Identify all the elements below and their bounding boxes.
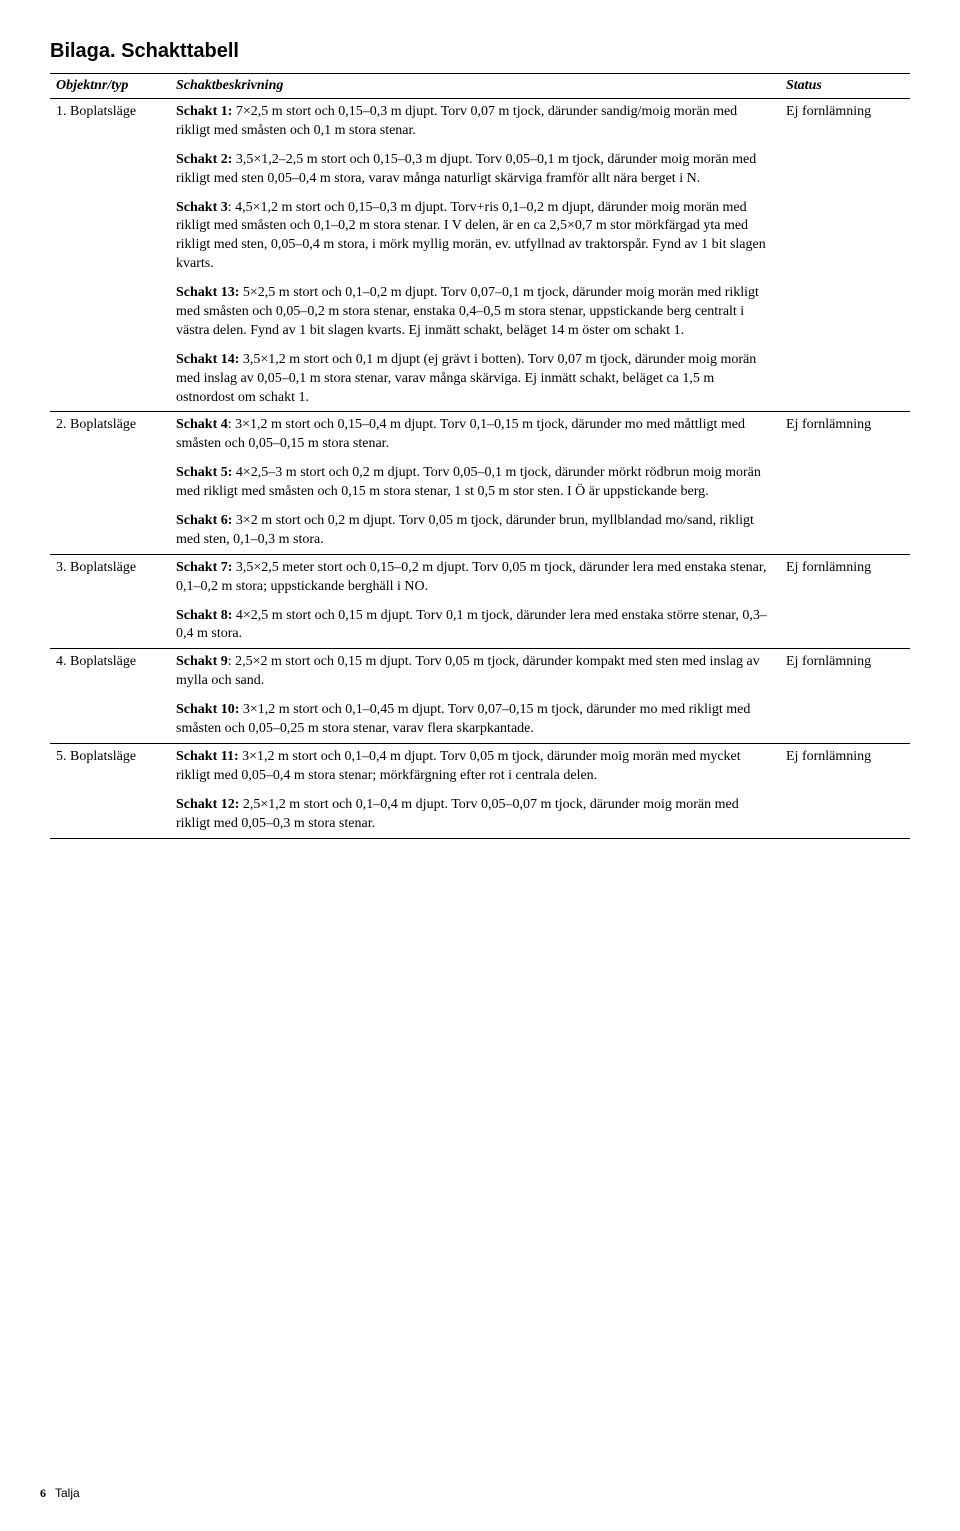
schakt-text: 3×1,2 m stort och 0,1–0,45 m djupt. Torv… bbox=[176, 702, 750, 736]
schakt-label: Schakt 6: bbox=[176, 513, 232, 528]
schakt-text: 5×2,5 m stort och 0,1–0,2 m djupt. Torv … bbox=[176, 285, 759, 338]
schakt-text: 3,5×2,5 meter stort och 0,15–0,2 m djupt… bbox=[176, 560, 767, 594]
schakt-text: 3×1,2 m stort och 0,1–0,4 m djupt. Torv … bbox=[176, 749, 741, 783]
schakt-paragraph: Schakt 9: 2,5×2 m stort och 0,15 m djupt… bbox=[176, 653, 774, 691]
page-footer: 6 Talja bbox=[40, 1486, 80, 1501]
table-row: 3. BoplatslägeSchakt 7: 3,5×2,5 meter st… bbox=[50, 554, 910, 649]
schakt-text: : 3×1,2 m stort och 0,15–0,4 m djupt. To… bbox=[176, 417, 745, 451]
footer-page-number: 6 bbox=[40, 1486, 46, 1500]
cell-objekt: 5. Boplatsläge bbox=[50, 743, 170, 838]
table-row: 5. BoplatslägeSchakt 11: 3×1,2 m stort o… bbox=[50, 743, 910, 838]
schakt-paragraph: Schakt 7: 3,5×2,5 meter stort och 0,15–0… bbox=[176, 559, 774, 597]
cell-beskrivning: Schakt 7: 3,5×2,5 meter stort och 0,15–0… bbox=[170, 554, 780, 649]
schakt-paragraph: Schakt 8: 4×2,5 m stort och 0,15 m djupt… bbox=[176, 607, 774, 645]
cell-status: Ej fornlämning bbox=[780, 649, 910, 744]
schakt-text: 4×2,5–3 m stort och 0,2 m djupt. Torv 0,… bbox=[176, 465, 761, 499]
schakt-text: 2,5×1,2 m stort och 0,1–0,4 m djupt. Tor… bbox=[176, 797, 739, 831]
cell-objekt: 4. Boplatsläge bbox=[50, 649, 170, 744]
schakt-paragraph: Schakt 5: 4×2,5–3 m stort och 0,2 m djup… bbox=[176, 464, 774, 502]
schakt-label: Schakt 12: bbox=[176, 797, 239, 812]
schakt-label: Schakt 5: bbox=[176, 465, 232, 480]
schakt-paragraph: Schakt 6: 3×2 m stort och 0,2 m djupt. T… bbox=[176, 512, 774, 550]
schakt-label: Schakt 10: bbox=[176, 702, 239, 717]
schakt-paragraph: Schakt 13: 5×2,5 m stort och 0,1–0,2 m d… bbox=[176, 284, 774, 341]
schakt-table: Objektnr/typ Schaktbeskrivning Status 1.… bbox=[50, 73, 910, 839]
schakt-label: Schakt 8: bbox=[176, 608, 232, 623]
schakt-text: 4×2,5 m stort och 0,15 m djupt. Torv 0,1… bbox=[176, 608, 767, 642]
schakt-paragraph: Schakt 12: 2,5×1,2 m stort och 0,1–0,4 m… bbox=[176, 796, 774, 834]
schakt-paragraph: Schakt 3: 4,5×1,2 m stort och 0,15–0,3 m… bbox=[176, 199, 774, 275]
footer-title: Talja bbox=[55, 1486, 80, 1500]
schakt-paragraph: Schakt 11: 3×1,2 m stort och 0,1–0,4 m d… bbox=[176, 748, 774, 786]
schakt-paragraph: Schakt 14: 3,5×1,2 m stort och 0,1 m dju… bbox=[176, 351, 774, 408]
schakt-text: 7×2,5 m stort och 0,15–0,3 m djupt. Torv… bbox=[176, 104, 737, 138]
col-objekt: Objektnr/typ bbox=[50, 74, 170, 99]
schakt-label: Schakt 9 bbox=[176, 654, 228, 669]
cell-beskrivning: Schakt 9: 2,5×2 m stort och 0,15 m djupt… bbox=[170, 649, 780, 744]
table-row: 4. BoplatslägeSchakt 9: 2,5×2 m stort oc… bbox=[50, 649, 910, 744]
cell-status: Ej fornlämning bbox=[780, 743, 910, 838]
schakt-label: Schakt 11: bbox=[176, 749, 239, 764]
schakt-paragraph: Schakt 4: 3×1,2 m stort och 0,15–0,4 m d… bbox=[176, 416, 774, 454]
cell-status: Ej fornlämning bbox=[780, 554, 910, 649]
cell-beskrivning: Schakt 4: 3×1,2 m stort och 0,15–0,4 m d… bbox=[170, 412, 780, 554]
schakt-label: Schakt 14: bbox=[176, 352, 239, 367]
schakt-label: Schakt 7: bbox=[176, 560, 232, 575]
schakt-label: Schakt 2: bbox=[176, 152, 232, 167]
schakt-paragraph: Schakt 10: 3×1,2 m stort och 0,1–0,45 m … bbox=[176, 701, 774, 739]
cell-objekt: 1. Boplatsläge bbox=[50, 99, 170, 412]
schakt-label: Schakt 4 bbox=[176, 417, 228, 432]
table-row: 1. BoplatslägeSchakt 1: 7×2,5 m stort oc… bbox=[50, 99, 910, 412]
schakt-text: : 4,5×1,2 m stort och 0,15–0,3 m djupt. … bbox=[176, 200, 766, 272]
schakt-label: Schakt 13: bbox=[176, 285, 239, 300]
schakt-text: 3,5×1,2–2,5 m stort och 0,15–0,3 m djupt… bbox=[176, 152, 756, 186]
col-beskriv: Schaktbeskrivning bbox=[170, 74, 780, 99]
table-row: 2. BoplatslägeSchakt 4: 3×1,2 m stort oc… bbox=[50, 412, 910, 554]
schakt-paragraph: Schakt 2: 3,5×1,2–2,5 m stort och 0,15–0… bbox=[176, 151, 774, 189]
page-title: Bilaga. Schakttabell bbox=[50, 40, 910, 63]
col-status: Status bbox=[780, 74, 910, 99]
cell-objekt: 2. Boplatsläge bbox=[50, 412, 170, 554]
schakt-text: : 2,5×2 m stort och 0,15 m djupt. Torv 0… bbox=[176, 654, 760, 688]
cell-status: Ej fornlämning bbox=[780, 412, 910, 554]
cell-beskrivning: Schakt 1: 7×2,5 m stort och 0,15–0,3 m d… bbox=[170, 99, 780, 412]
schakt-label: Schakt 1: bbox=[176, 104, 232, 119]
schakt-text: 3,5×1,2 m stort och 0,1 m djupt (ej gräv… bbox=[176, 352, 756, 405]
cell-objekt: 3. Boplatsläge bbox=[50, 554, 170, 649]
schakt-text: 3×2 m stort och 0,2 m djupt. Torv 0,05 m… bbox=[176, 513, 754, 547]
schakt-label: Schakt 3 bbox=[176, 200, 228, 215]
table-header-row: Objektnr/typ Schaktbeskrivning Status bbox=[50, 74, 910, 99]
cell-status: Ej fornlämning bbox=[780, 99, 910, 412]
schakt-paragraph: Schakt 1: 7×2,5 m stort och 0,15–0,3 m d… bbox=[176, 103, 774, 141]
cell-beskrivning: Schakt 11: 3×1,2 m stort och 0,1–0,4 m d… bbox=[170, 743, 780, 838]
